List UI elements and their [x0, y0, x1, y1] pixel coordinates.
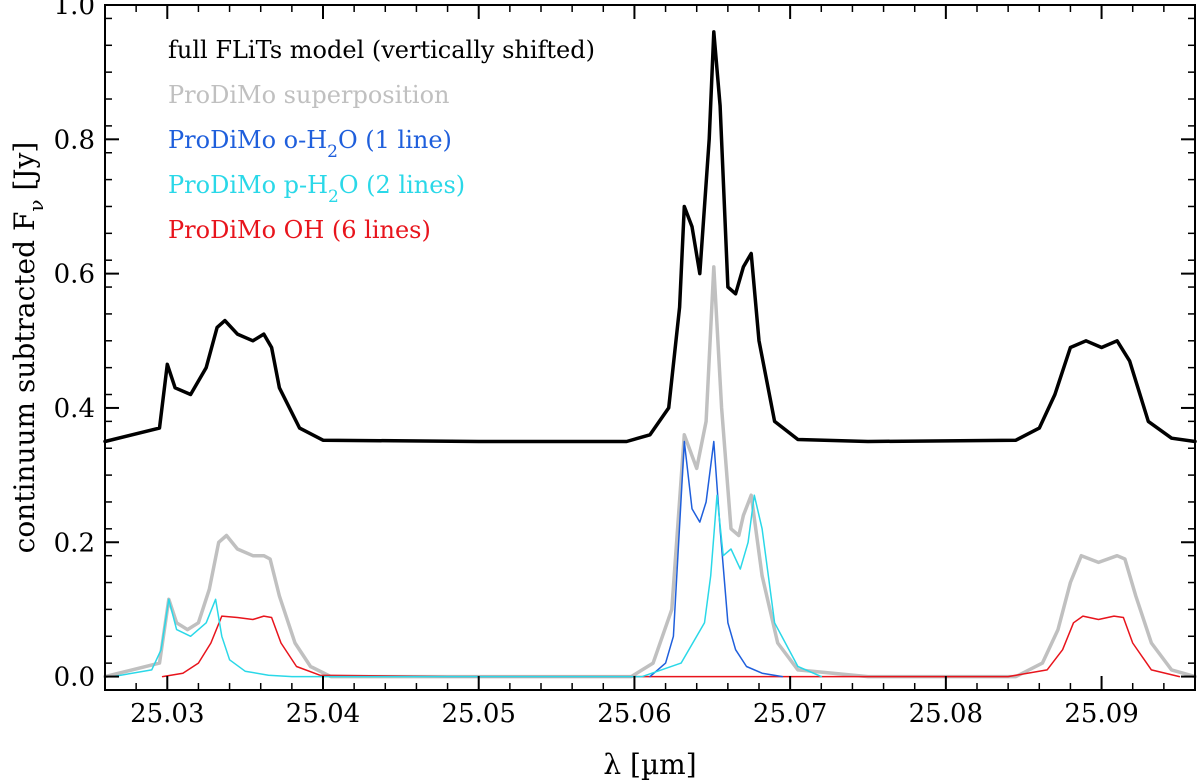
y-axis-label: continuum subtracted Fν [Jy]: [8, 142, 48, 554]
legend-entry: ProDiMo o-H2O (1 line): [168, 126, 452, 162]
legend-text: O (1 line): [338, 126, 452, 154]
legend-subscript: 2: [328, 187, 339, 207]
series-line-2: [649, 440, 784, 678]
plot-frame: [104, 4, 1196, 691]
x-axis-label: λ [µm]: [603, 748, 696, 781]
x-tick-label: 25.05: [441, 699, 515, 729]
y-axis-label-group: continuum subtracted Fν [Jy]: [8, 142, 48, 554]
legend-entry: full FLiTs model (vertically shifted): [168, 36, 595, 64]
y-tick-label: 0.8: [54, 125, 95, 155]
x-tick-label: 25.03: [130, 699, 204, 729]
legend-text: ProDiMo o-H: [168, 126, 327, 154]
legend-entry: ProDiMo OH (6 lines): [168, 216, 431, 244]
legend-text: ProDiMo p-H: [168, 171, 328, 199]
x-tick-label: 25.09: [1064, 699, 1138, 729]
y-axis-label-main: continuum subtracted F: [8, 212, 41, 554]
x-tick-label: 25.06: [597, 699, 671, 729]
series-line-3: [112, 494, 823, 678]
legend-entry: ProDiMo p-H2O (2 lines): [168, 171, 465, 207]
series-layer: [103, 30, 1197, 679]
x-tick-label: 25.08: [909, 699, 983, 729]
legend-entry: ProDiMo superposition: [168, 81, 449, 109]
y-tick-label: 0.4: [54, 394, 95, 424]
legend-text: O (2 lines): [339, 171, 465, 199]
y-tick-label: 1.0: [54, 0, 95, 21]
y-tick-label: 0.0: [54, 663, 95, 693]
series-line-1: [103, 265, 1197, 679]
x-tick-label: 25.07: [753, 699, 827, 729]
x-tick-label: 25.04: [286, 699, 360, 729]
y-tick-label: 0.6: [54, 260, 95, 290]
y-axis: 0.0 0.2 0.4 0.6 0.8 1.0: [54, 0, 1195, 693]
y-axis-label-unit: [Jy]: [8, 142, 41, 200]
y-tick-label: 0.2: [54, 528, 95, 558]
series-line-0: [103, 30, 1197, 444]
legend: full FLiTs model (vertically shifted) Pro…: [168, 36, 595, 244]
legend-subscript: 2: [327, 142, 338, 162]
x-axis: 25.03 25.04 25.05 25.06 25.07 25.08 25.09: [104, 5, 1196, 729]
y-axis-label-subscript: ν: [24, 199, 48, 211]
